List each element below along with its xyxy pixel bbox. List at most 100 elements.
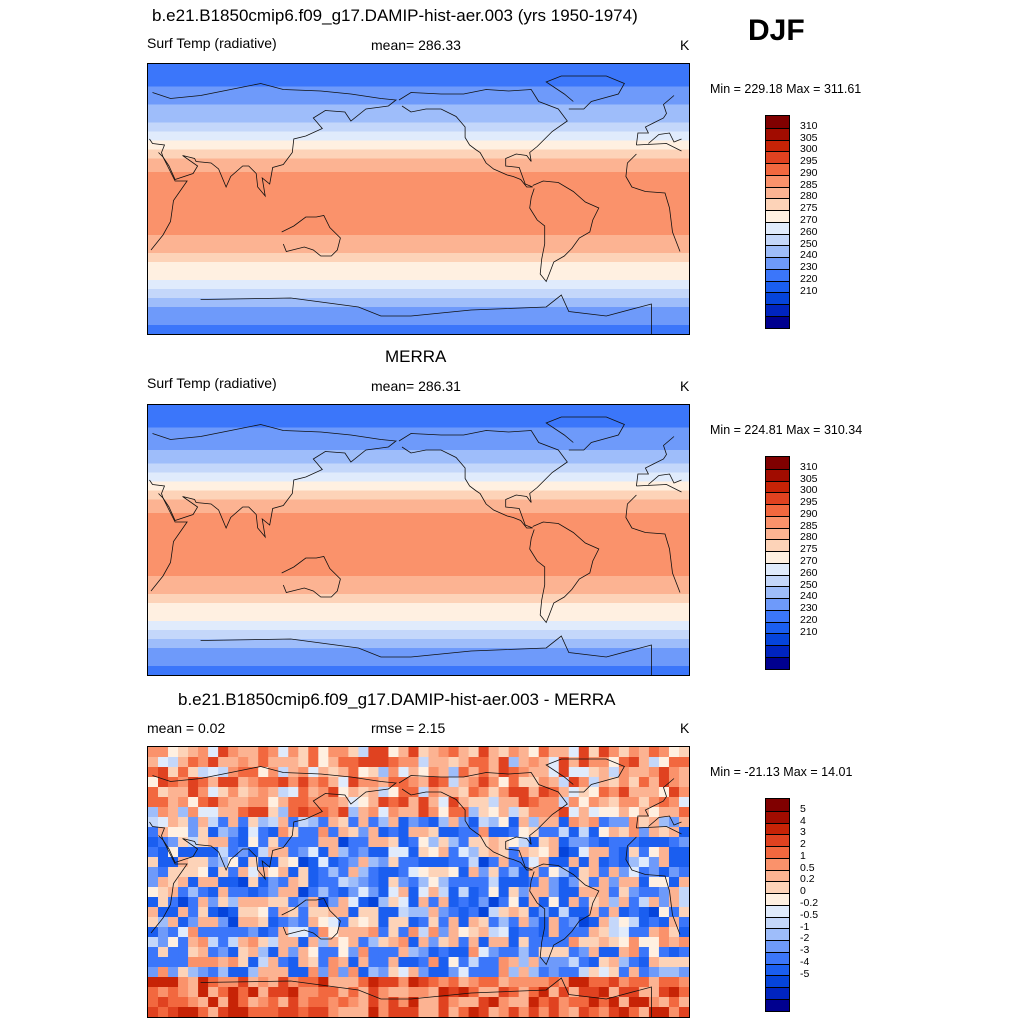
- difference-cell: [208, 817, 219, 828]
- difference-cell: [338, 937, 349, 948]
- difference-cell: [638, 907, 650, 918]
- difference-cell: [328, 797, 339, 808]
- difference-cell: [268, 757, 279, 768]
- difference-cell: [288, 847, 299, 858]
- difference-cell: [548, 817, 560, 828]
- temperature-band: [148, 571, 689, 577]
- difference-cell: [168, 927, 179, 938]
- difference-cell: [158, 837, 169, 848]
- difference-cell: [528, 1007, 540, 1017]
- temperature-band: [148, 284, 689, 290]
- difference-cell: [178, 907, 189, 918]
- temperature-band: [148, 199, 689, 205]
- difference-cell: [398, 907, 410, 918]
- difference-cell: [368, 777, 380, 788]
- difference-cell: [598, 817, 610, 828]
- colorbar-swatch: [766, 598, 789, 610]
- difference-cell: [168, 947, 179, 958]
- difference-cell: [248, 777, 259, 788]
- difference-cell: [198, 1007, 209, 1017]
- difference-cell: [508, 967, 520, 978]
- difference-cell: [418, 807, 430, 818]
- difference-cell: [408, 997, 420, 1008]
- difference-cell: [418, 967, 430, 978]
- coastline: [398, 772, 568, 871]
- difference-cell: [468, 807, 480, 818]
- difference-cell: [278, 907, 289, 918]
- difference-cell: [328, 817, 339, 828]
- difference-cell: [228, 787, 239, 798]
- temperature-band: [148, 639, 689, 645]
- difference-cell: [668, 877, 680, 888]
- temperature-band: [148, 298, 689, 304]
- temperature-band: [148, 275, 689, 281]
- difference-cell: [558, 927, 570, 938]
- panel-2-minmax: Min = 224.81 Max = 310.34: [710, 423, 863, 437]
- colorbar-tick-label: 210: [800, 284, 818, 297]
- difference-cell: [628, 777, 640, 788]
- difference-cell: [568, 887, 580, 898]
- difference-cell: [168, 977, 179, 988]
- coastline: [200, 635, 652, 675]
- difference-cell: [528, 757, 540, 768]
- difference-cell: [558, 877, 570, 888]
- difference-cell: [408, 927, 420, 938]
- difference-cell: [528, 787, 540, 798]
- difference-cell: [188, 867, 199, 878]
- difference-cell: [268, 967, 279, 978]
- difference-cell: [608, 887, 620, 898]
- colorbar-tick-label: 1: [800, 849, 806, 862]
- difference-cell: [248, 987, 259, 998]
- colorbar-tick-label: 4: [800, 814, 806, 827]
- difference-cell: [518, 747, 530, 758]
- difference-cell: [658, 757, 670, 768]
- difference-cell: [238, 917, 249, 928]
- coastline: [150, 152, 188, 251]
- difference-cell: [218, 827, 229, 838]
- difference-cell: [678, 897, 689, 908]
- difference-cell: [578, 887, 590, 898]
- difference-cell: [158, 1007, 169, 1017]
- difference-cell: [348, 867, 359, 878]
- difference-cell: [348, 787, 359, 798]
- difference-cell: [468, 977, 480, 988]
- difference-cell: [558, 977, 570, 988]
- difference-cell: [458, 947, 470, 958]
- difference-cell: [528, 817, 540, 828]
- difference-cell: [578, 897, 590, 908]
- difference-cell: [668, 977, 680, 988]
- difference-cell: [348, 827, 359, 838]
- temperature-band: [148, 580, 689, 586]
- difference-cell: [428, 987, 440, 998]
- difference-cell: [248, 887, 259, 898]
- difference-cell: [288, 987, 299, 998]
- temperature-band: [148, 576, 689, 582]
- difference-cell: [258, 747, 269, 758]
- difference-cell: [448, 907, 460, 918]
- difference-cell: [628, 857, 640, 868]
- difference-cell: [578, 827, 590, 838]
- difference-cell: [518, 757, 530, 768]
- temperature-band: [148, 522, 689, 528]
- difference-cell: [668, 937, 680, 948]
- difference-cell: [238, 747, 249, 758]
- difference-cell: [368, 987, 380, 998]
- difference-cell: [378, 837, 390, 848]
- difference-cell: [358, 837, 370, 848]
- colorbar-tick-label: 220: [800, 272, 818, 285]
- difference-cell: [598, 857, 610, 868]
- coastline: [648, 132, 682, 144]
- difference-cell: [328, 917, 339, 928]
- difference-cell: [438, 1007, 450, 1017]
- difference-cell: [438, 827, 450, 838]
- difference-cell: [348, 997, 359, 1008]
- difference-cell: [278, 977, 289, 988]
- temperature-band: [148, 239, 689, 245]
- difference-cell: [298, 967, 309, 978]
- difference-cell: [538, 757, 550, 768]
- difference-cell: [278, 787, 289, 798]
- difference-cell: [428, 917, 440, 928]
- difference-cell: [278, 837, 289, 848]
- difference-cell: [348, 967, 359, 978]
- difference-cell: [168, 1007, 179, 1017]
